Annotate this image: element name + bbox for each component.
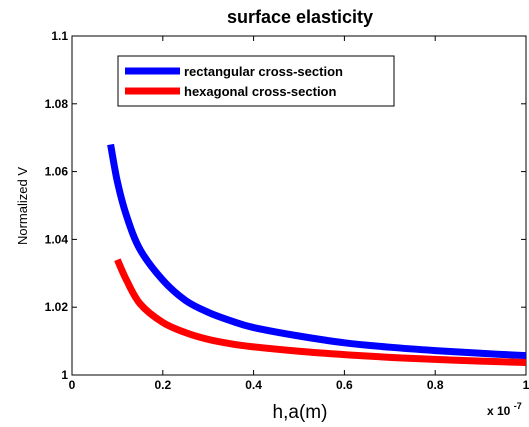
legend-label-rectangular: rectangular cross-section	[184, 64, 343, 79]
y-tick-label: 1	[61, 368, 68, 382]
y-tick-label: 1.08	[45, 97, 69, 111]
y-tick-label: 1.1	[51, 29, 68, 43]
legend: rectangular cross-section hexagonal cros…	[117, 55, 395, 107]
x-tick-label: 0	[69, 378, 76, 392]
series-line-hexagonal	[114, 258, 527, 366]
x-tick-label: 0.4	[245, 378, 262, 392]
x-tick-label: 0.8	[427, 378, 444, 392]
x-tick-label: 0.6	[336, 378, 353, 392]
y-tick-label: 1.02	[45, 300, 69, 314]
series-lines	[107, 143, 527, 366]
x-axis-exponent: x 10 -7	[487, 401, 522, 418]
x-axis-exponent-base: x 10	[487, 404, 511, 418]
x-tick-label: 0.2	[154, 378, 171, 392]
series-line-rectangular	[107, 143, 527, 360]
x-axis-label: h,a(m)	[273, 402, 328, 423]
legend-label-hexagonal: hexagonal cross-section	[184, 84, 336, 99]
x-axis-exponent-power: -7	[514, 401, 522, 411]
chart-title: surface elasticity	[227, 7, 373, 27]
x-tick-labels: 0 0.2 0.4 0.6 0.8 1	[69, 378, 529, 392]
y-axis-label: Normalized V	[15, 167, 30, 245]
x-tick-label: 1	[523, 378, 529, 392]
y-tick-labels: 1 1.02 1.04 1.06 1.08 1.1	[45, 29, 69, 382]
legend-box	[117, 55, 395, 107]
axis-ticks	[71, 35, 527, 376]
y-tick-label: 1.06	[45, 165, 69, 179]
y-tick-label: 1.04	[45, 232, 69, 246]
